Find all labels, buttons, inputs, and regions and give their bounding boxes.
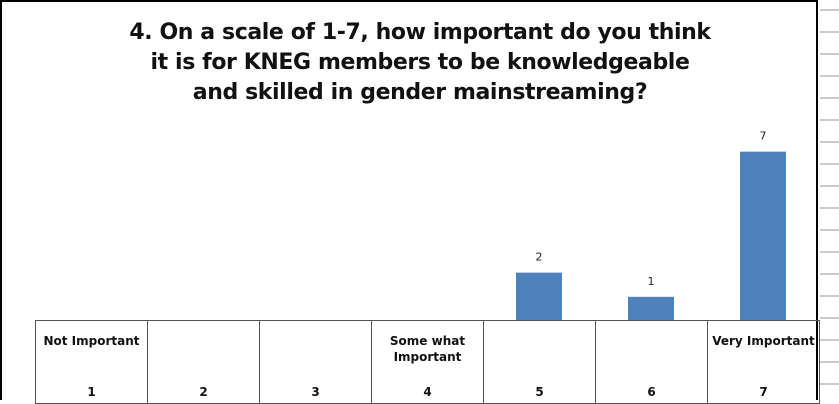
title-line-1: 4. On a scale of 1-7, how important do y… [129, 20, 711, 45]
data-label-6: 1 [648, 275, 655, 288]
category-tick-label: 7 [759, 385, 768, 399]
category-cell-2: 2 [147, 320, 260, 404]
right-edge-ticks [820, 9, 839, 385]
data-label-7: 7 [760, 130, 767, 143]
bar-5 [516, 272, 562, 321]
category-cell-4: Some what Important 4 [371, 320, 484, 404]
category-cell-7: Very Important 7 [707, 320, 820, 404]
chart-title: 4. On a scale of 1-7, how important do y… [40, 18, 800, 108]
category-tick-label: 4 [423, 385, 432, 399]
category-description: Some what Important [389, 334, 466, 364]
category-description: Very Important [712, 334, 815, 348]
category-cell-5: 5 [483, 320, 596, 404]
category-tick-label: 3 [311, 385, 320, 399]
chart-frame [0, 0, 818, 400]
bar-6 [628, 296, 674, 321]
category-description: Not Important [43, 334, 140, 348]
title-line-3: and skilled in gender mainstreaming? [192, 80, 648, 105]
category-cell-6: 6 [595, 320, 708, 404]
category-axis-table: Not Important 1 2 3 Some what Important … [35, 320, 820, 404]
data-label-5: 2 [536, 251, 543, 264]
category-tick-label: 2 [199, 385, 208, 399]
category-cell-1: Not Important 1 [35, 320, 148, 404]
category-tick-label: 6 [647, 385, 656, 399]
category-cell-3: 3 [259, 320, 372, 404]
category-tick-label: 1 [87, 385, 96, 399]
category-tick-label: 5 [535, 385, 544, 399]
title-line-2: it is for KNEG members to be knowledgeab… [150, 50, 690, 75]
bar-7 [740, 151, 786, 321]
